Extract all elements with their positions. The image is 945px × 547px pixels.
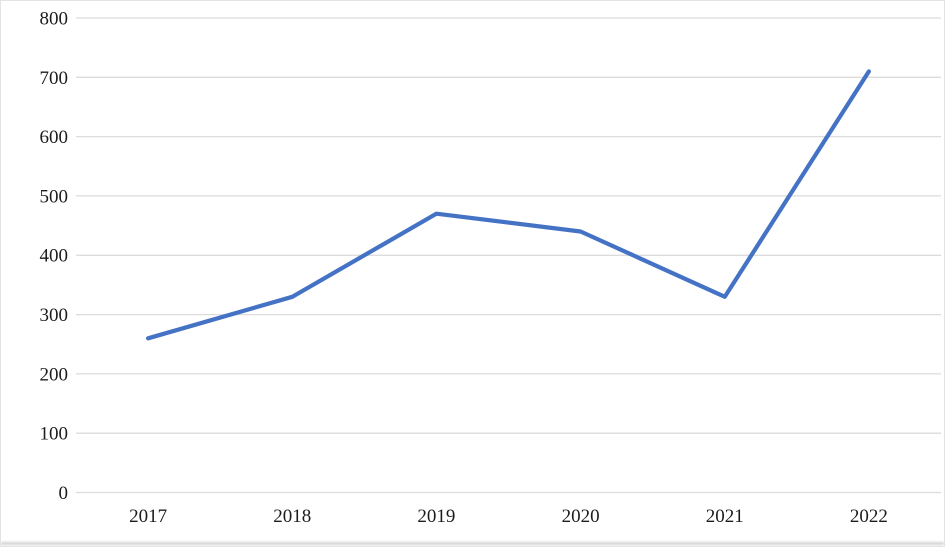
y-axis-tick-label: 700: [40, 68, 69, 89]
x-axis-tick-label: 2017: [129, 506, 167, 527]
x-axis-tick-label: 2022: [850, 506, 888, 527]
x-axis-tick-label: 2020: [562, 506, 600, 527]
y-axis-tick-label: 200: [40, 364, 69, 385]
x-axis-tick-label: 2019: [417, 506, 455, 527]
x-axis-tick-label: 2018: [273, 506, 311, 527]
y-axis-tick-label: 0: [59, 483, 69, 504]
y-axis-tick-label: 600: [40, 127, 69, 148]
image-bottom-border: [1, 542, 944, 545]
y-axis-tick-label: 300: [40, 305, 69, 326]
y-axis-tick-label: 500: [40, 186, 69, 207]
y-axis-tick-label: 800: [40, 9, 69, 30]
y-axis-tick-label: 100: [40, 424, 69, 445]
data-series-line: [146, 69, 872, 341]
x-axis-tick-label: 2021: [706, 506, 744, 527]
y-axis-tick-label: 400: [40, 246, 69, 267]
